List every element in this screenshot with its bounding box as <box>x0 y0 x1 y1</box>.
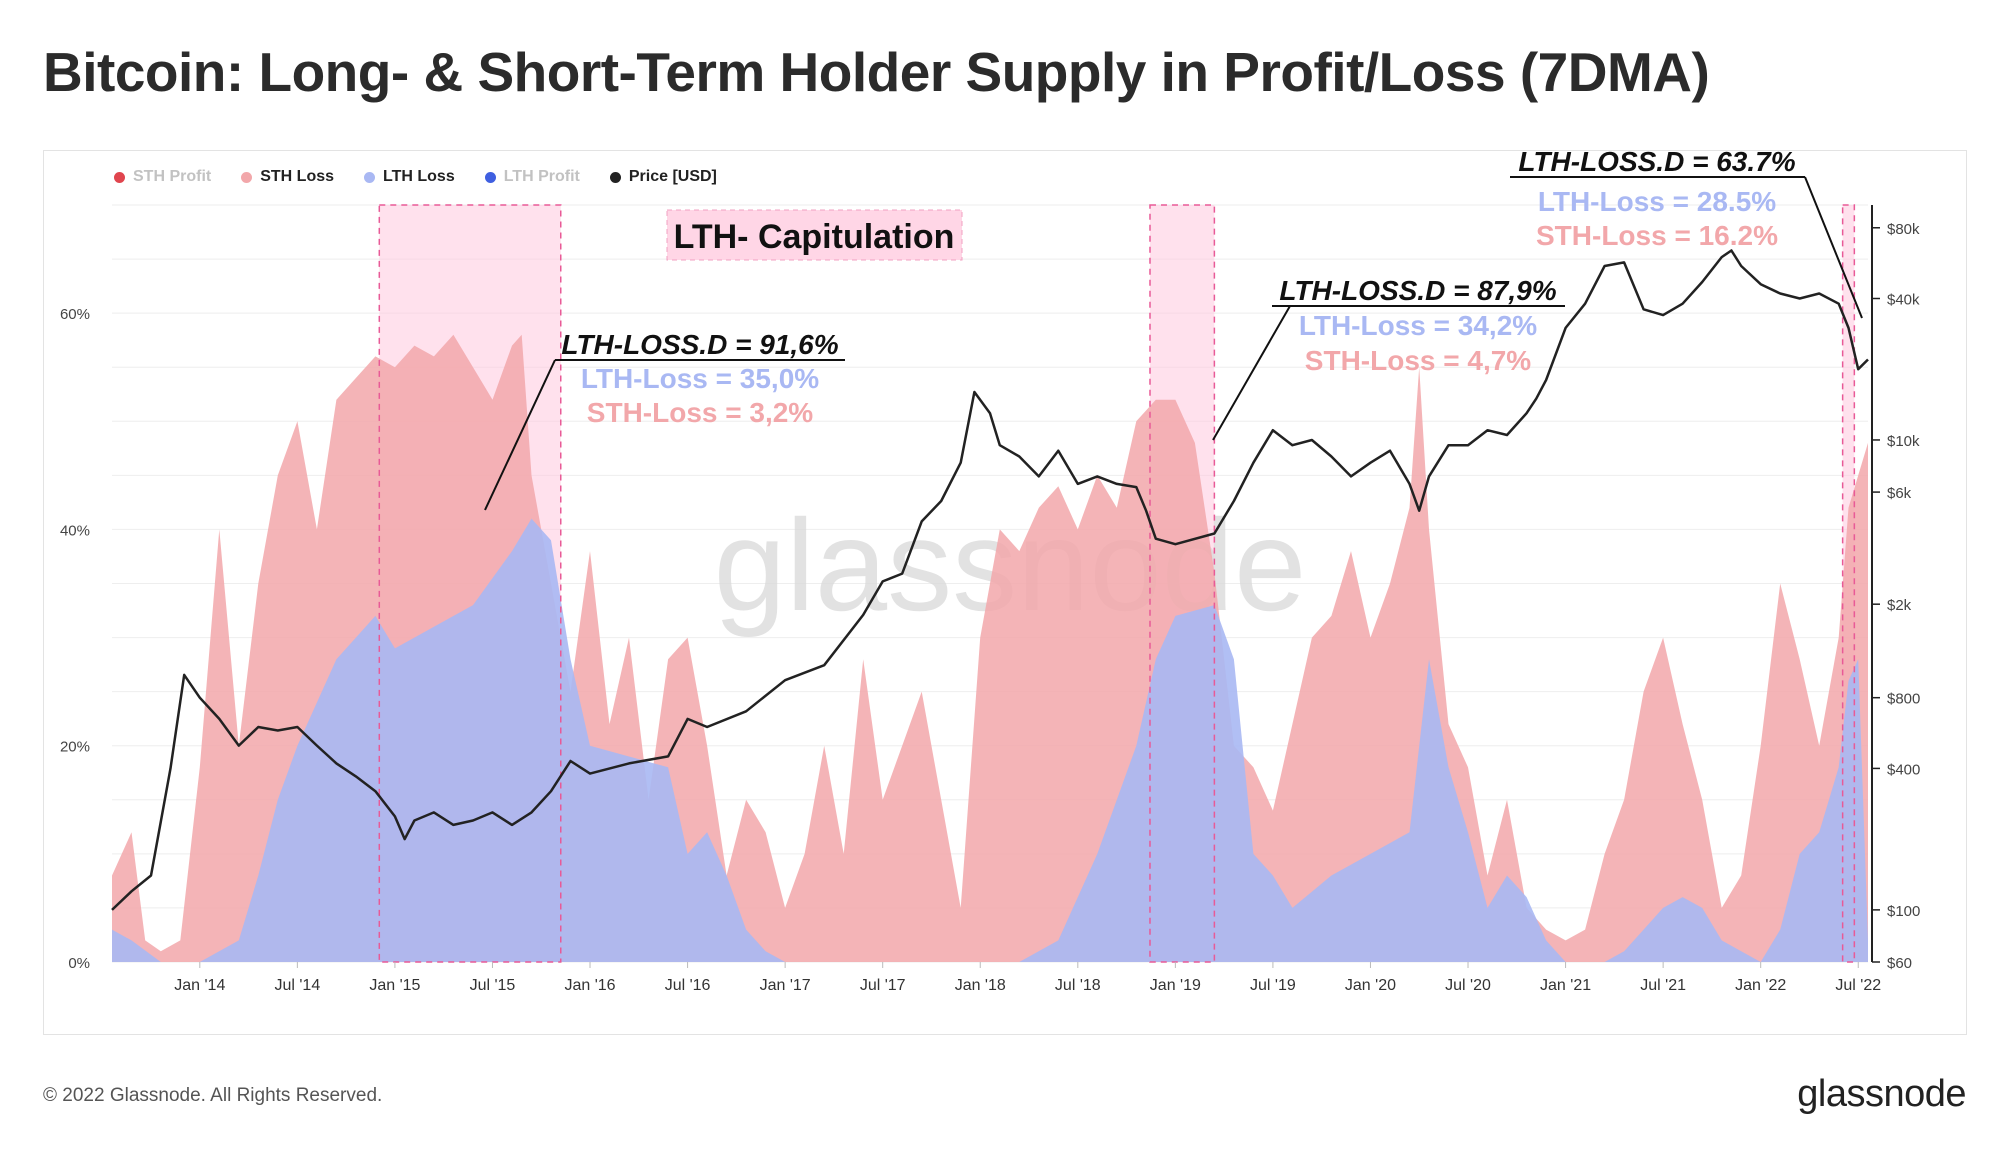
x-tick-label: Jul '15 <box>470 977 516 994</box>
sth-loss-dot-icon <box>241 171 253 183</box>
capitulation-band-border <box>378 204 562 963</box>
x-tick-label: Jan '16 <box>564 977 615 994</box>
brand-logo: glassnode <box>1797 1073 1966 1115</box>
annotation-3-sth: STH-Loss = 16.2% <box>1536 220 1778 251</box>
x-tick-label: Jan '19 <box>1150 977 1201 994</box>
y-right-tick-label: $80k <box>1887 221 1920 238</box>
annotation-1-sth: STH-Loss = 3,2% <box>587 397 814 428</box>
sth-profit-dot-icon <box>114 171 125 183</box>
x-tick-label: Jul '20 <box>1445 977 1491 994</box>
x-tick-label: Jan '22 <box>1735 977 1786 994</box>
y-left-tick-label: 20% <box>60 739 90 756</box>
annotation-3-lth: LTH-Loss = 28.5% <box>1538 186 1776 217</box>
y-right-tick-label: $2k <box>1887 597 1912 614</box>
y-right-tick-label: $100 <box>1887 903 1920 920</box>
x-tick-label: Jul '17 <box>860 977 906 994</box>
lth-loss-area <box>112 518 1868 962</box>
x-tick-label: Jul '18 <box>1055 977 1101 994</box>
x-tick-label: Jul '19 <box>1250 977 1296 994</box>
annotation-2-pointer <box>1212 305 1291 441</box>
annotation-2-sth: STH-Loss = 4,7% <box>1305 345 1532 376</box>
annotation-3-pointer <box>1804 176 1863 319</box>
x-tick-label: Jan '18 <box>955 977 1006 994</box>
x-tick-label: Jan '21 <box>1540 977 1591 994</box>
copyright: © 2022 Glassnode. All Rights Reserved. <box>43 1085 383 1106</box>
legend: STH Profit STH Loss LTH Loss LTH Profit … <box>114 168 717 186</box>
capitulation-band-border <box>1149 204 1216 963</box>
annotation-3-title: LTH-LOSS.D = 63.7% <box>1518 146 1795 177</box>
annotation-1-pointer <box>484 359 556 511</box>
lth-loss-dot-icon <box>364 171 376 183</box>
price-line <box>111 249 1869 911</box>
legend-label: STH Loss <box>260 168 335 185</box>
legend-item-price[interactable]: Price [USD] <box>609 168 717 186</box>
capitulation-label-bg <box>666 209 963 261</box>
y-left-tick-label: 40% <box>60 522 90 539</box>
x-tick-label: Jul '14 <box>274 977 320 994</box>
y-right-tick-label: $40k <box>1887 291 1920 308</box>
annotation-2-lth: LTH-Loss = 34,2% <box>1299 310 1537 341</box>
y-left-tick-label: 60% <box>60 306 90 323</box>
y-right-tick-label: $10k <box>1887 433 1920 450</box>
x-tick-label: Jan '14 <box>174 977 225 994</box>
price-dot-icon <box>609 171 621 183</box>
x-tick-label: Jul '21 <box>1640 977 1686 994</box>
legend-item-sth-profit[interactable]: STH Profit <box>114 168 211 186</box>
y-right-tick-label: $60 <box>1887 955 1912 972</box>
y-right-tick-label: $800 <box>1887 691 1920 708</box>
legend-item-lth-loss[interactable]: LTH Loss <box>364 168 455 186</box>
legend-label: LTH Loss <box>383 168 455 185</box>
legend-item-sth-loss[interactable]: STH Loss <box>241 168 334 186</box>
page-title: Bitcoin: Long- & Short-Term Holder Suppl… <box>43 41 1710 103</box>
x-tick-label: Jul '22 <box>1835 977 1881 994</box>
y-right-tick-label: $400 <box>1887 761 1920 778</box>
legend-label: STH Profit <box>133 168 212 185</box>
lth-profit-dot-icon <box>484 171 496 183</box>
legend-item-lth-profit[interactable]: LTH Profit <box>484 168 580 186</box>
annotation-1-title: LTH-LOSS.D = 91,6% <box>561 329 838 360</box>
chart-panel <box>43 150 1967 1035</box>
x-tick-label: Jan '20 <box>1345 977 1396 994</box>
legend-label: LTH Profit <box>503 168 580 185</box>
x-tick-label: Jul '16 <box>665 977 711 994</box>
y-right-tick-label: $6k <box>1887 485 1912 502</box>
capitulation-band-border <box>1841 204 1856 963</box>
x-tick-label: Jan '17 <box>760 977 811 994</box>
annotation-1-lth: LTH-Loss = 35,0% <box>581 363 819 394</box>
capitulation-label: LTH- Capitulation <box>674 218 955 256</box>
annotation-2-title: LTH-LOSS.D = 87,9% <box>1279 275 1556 306</box>
y-left-tick-label: 0% <box>68 955 90 972</box>
x-tick-label: Jan '15 <box>369 977 420 994</box>
legend-label: Price [USD] <box>628 168 717 185</box>
